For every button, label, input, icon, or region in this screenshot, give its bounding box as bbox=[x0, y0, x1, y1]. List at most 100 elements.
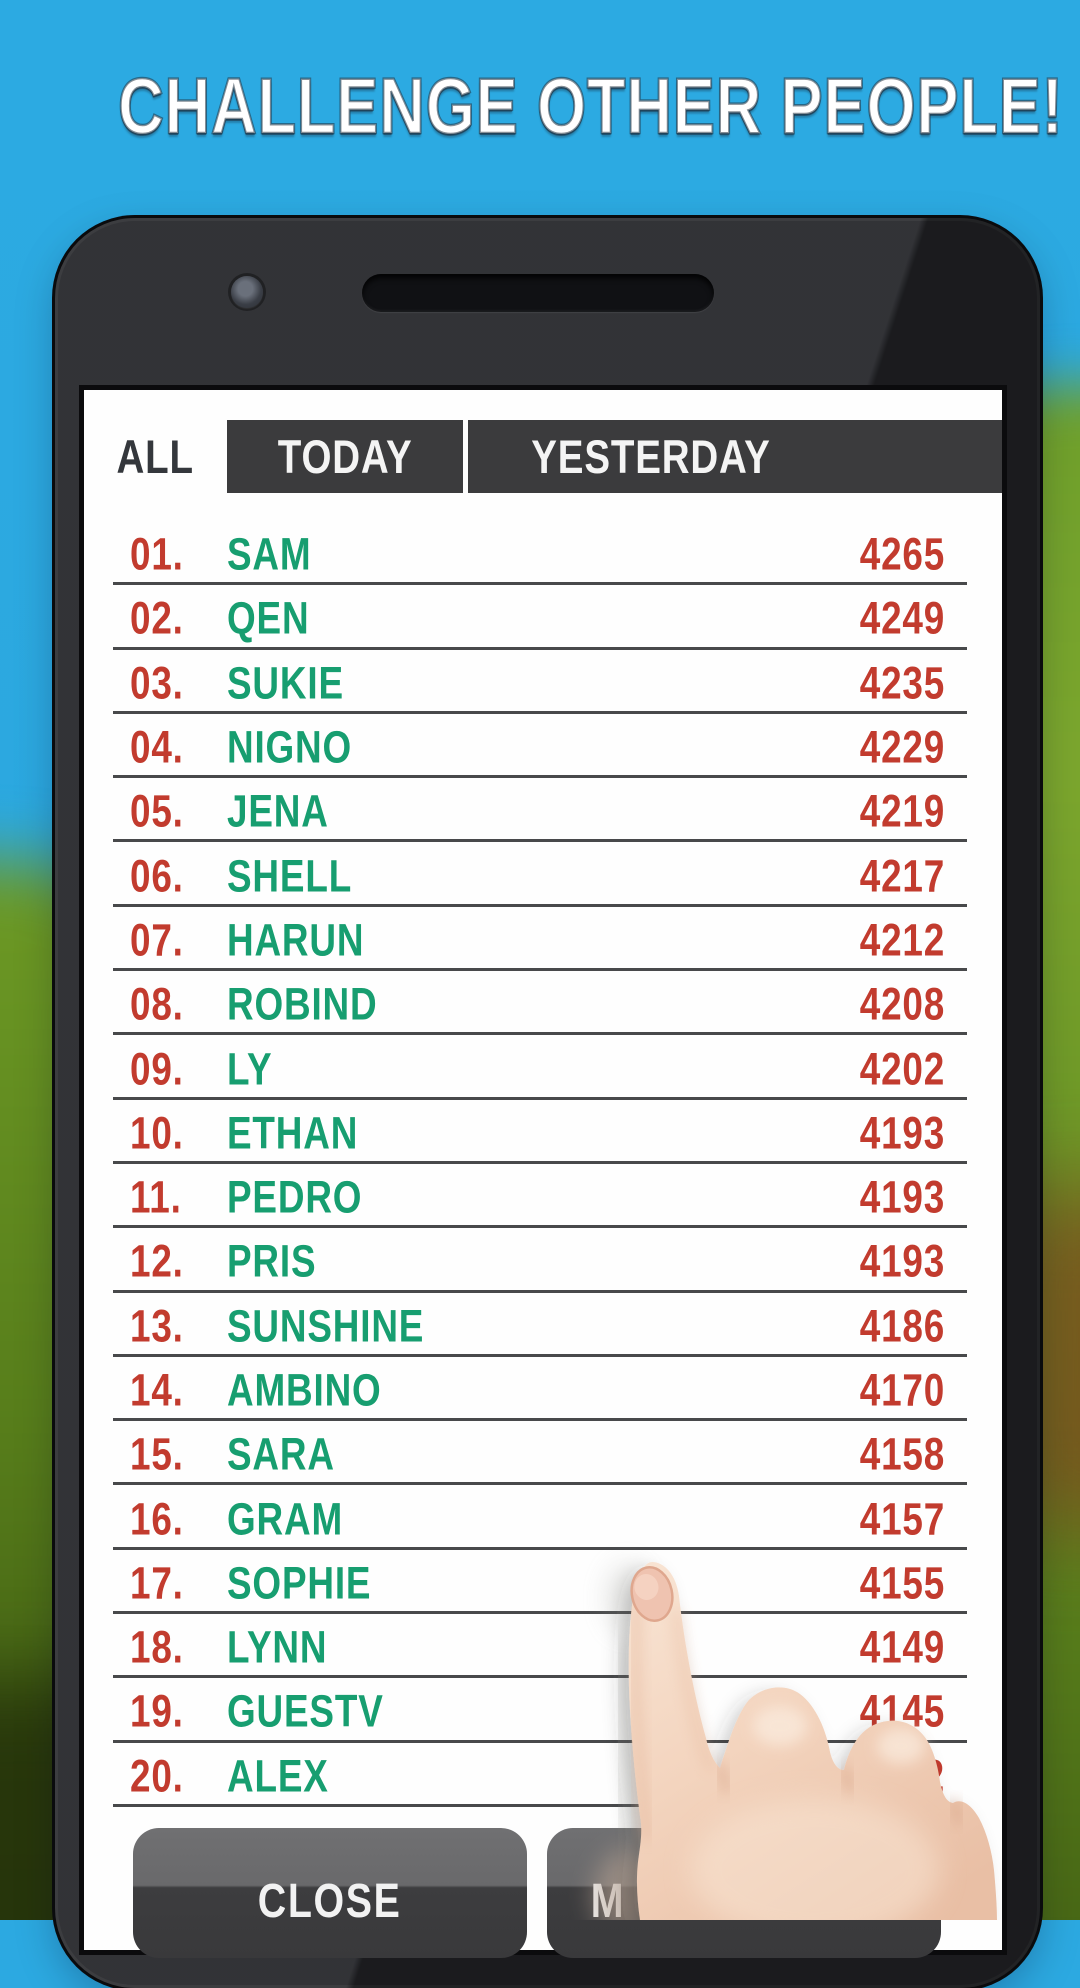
tab-yesterday[interactable]: YESTERDAY bbox=[468, 420, 834, 493]
rank-label: 10. bbox=[130, 1107, 184, 1159]
leaderboard-row[interactable]: 07. HARUN 4212 bbox=[84, 907, 1002, 972]
rank-label: 02. bbox=[130, 592, 184, 644]
player-score: 2 bbox=[923, 1750, 945, 1802]
player-name: HARUN bbox=[227, 914, 365, 966]
player-score: 4158 bbox=[859, 1428, 945, 1480]
row-divider bbox=[113, 1482, 967, 1486]
player-name: LY bbox=[227, 1043, 273, 1095]
row-divider bbox=[113, 968, 967, 972]
player-score: 4193 bbox=[859, 1171, 945, 1223]
player-score: 4202 bbox=[859, 1043, 945, 1095]
leaderboard-row[interactable]: 19. GUESTV 4145 bbox=[84, 1678, 1002, 1743]
front-camera-icon bbox=[231, 276, 263, 308]
player-name: SUKIE bbox=[227, 657, 344, 709]
leaderboard-row[interactable]: 12. PRIS 4193 bbox=[84, 1228, 1002, 1293]
player-score: 4219 bbox=[859, 785, 945, 837]
leaderboard-row[interactable]: 14. AMBINO 4170 bbox=[84, 1357, 1002, 1422]
leaderboard-row[interactable]: 18. LYNN 4149 bbox=[84, 1614, 1002, 1679]
player-score: 4229 bbox=[859, 721, 945, 773]
rank-label: 09. bbox=[130, 1043, 184, 1095]
row-divider bbox=[113, 1739, 967, 1743]
leaderboard-row[interactable]: 10. ETHAN 4193 bbox=[84, 1100, 1002, 1164]
player-name: SUNSHINE bbox=[227, 1300, 425, 1352]
player-score: 4186 bbox=[859, 1300, 945, 1352]
leaderboard-row[interactable]: 01. SAM 4265 bbox=[84, 521, 1002, 586]
leaderboard-row[interactable]: 02. QEN 4249 bbox=[84, 585, 1002, 650]
leaderboard-row[interactable]: 03. SUKIE 4235 bbox=[84, 650, 1002, 714]
page-title: CHALLENGE OTHER PEOPLE! bbox=[117, 60, 1064, 152]
rank-label: 13. bbox=[130, 1300, 184, 1352]
row-divider bbox=[113, 1096, 967, 1100]
rank-label: 03. bbox=[130, 657, 184, 709]
player-score: 4265 bbox=[859, 528, 945, 580]
player-score: 4193 bbox=[859, 1107, 945, 1159]
rank-label: 20. bbox=[130, 1750, 184, 1802]
rank-label: 01. bbox=[130, 528, 184, 580]
player-score: 4249 bbox=[859, 592, 945, 644]
row-divider bbox=[113, 839, 967, 843]
player-score: 4155 bbox=[859, 1557, 945, 1609]
leaderboard-row[interactable]: 15. SARA 4158 bbox=[84, 1421, 1002, 1486]
leaderboard-row[interactable]: 20. ALEX 2 bbox=[84, 1743, 1002, 1807]
row-divider bbox=[113, 1675, 967, 1679]
tab-all[interactable]: ALL bbox=[84, 420, 227, 493]
player-name: QEN bbox=[227, 592, 310, 644]
leaderboard-row[interactable]: 11. PEDRO 4193 bbox=[84, 1164, 1002, 1229]
leaderboard-row[interactable]: 17. SOPHIE 4155 bbox=[84, 1550, 1002, 1615]
row-divider bbox=[113, 1546, 967, 1550]
rank-label: 12. bbox=[130, 1235, 184, 1287]
row-divider bbox=[113, 1353, 967, 1357]
player-name: GUESTV bbox=[227, 1686, 384, 1738]
row-divider bbox=[113, 903, 967, 907]
leaderboard-row[interactable]: 04. NIGNO 4229 bbox=[84, 714, 1002, 779]
player-score: 4157 bbox=[859, 1493, 945, 1545]
player-score: 4193 bbox=[859, 1235, 945, 1287]
second-footer-button[interactable]: M bbox=[547, 1828, 941, 1958]
rank-label: 15. bbox=[130, 1428, 184, 1480]
rank-label: 04. bbox=[130, 721, 184, 773]
leaderboard-row[interactable]: 05. JENA 4219 bbox=[84, 778, 1002, 843]
player-score: 4149 bbox=[859, 1621, 945, 1673]
rank-label: 17. bbox=[130, 1557, 184, 1609]
row-divider bbox=[113, 1611, 967, 1615]
leaderboard-row[interactable]: 13. SUNSHINE 4186 bbox=[84, 1293, 1002, 1357]
player-name: JENA bbox=[227, 785, 329, 837]
row-divider bbox=[113, 1289, 967, 1293]
row-divider bbox=[113, 775, 967, 779]
player-name: ETHAN bbox=[227, 1107, 359, 1159]
rank-label: 08. bbox=[130, 978, 184, 1030]
player-score: 4208 bbox=[859, 978, 945, 1030]
leaderboard-tabbar: ALL TODAY YESTERDAY bbox=[84, 420, 1002, 493]
rank-label: 19. bbox=[130, 1686, 184, 1738]
leaderboard-row[interactable]: 06. SHELL 4217 bbox=[84, 842, 1002, 907]
tab-divider bbox=[463, 420, 468, 493]
player-score: 4217 bbox=[859, 850, 945, 902]
row-divider bbox=[113, 646, 967, 650]
phone-mockup: ALL TODAY YESTERDAY 01. SAM 4265 02. QEN… bbox=[55, 218, 1040, 1988]
player-score: 4235 bbox=[859, 657, 945, 709]
row-divider bbox=[113, 1418, 967, 1422]
rank-label: 07. bbox=[130, 914, 184, 966]
player-name: SOPHIE bbox=[227, 1557, 372, 1609]
rank-label: 05. bbox=[130, 785, 184, 837]
tabbar-filler bbox=[834, 420, 1002, 493]
leaderboard-list: 01. SAM 4265 02. QEN 4249 03. SUKIE 4235… bbox=[84, 521, 1002, 1807]
player-name: ROBIND bbox=[227, 978, 378, 1030]
player-score: 4170 bbox=[859, 1364, 945, 1416]
leaderboard-row[interactable]: 16. GRAM 4157 bbox=[84, 1485, 1002, 1550]
player-name: AMBINO bbox=[227, 1364, 382, 1416]
close-button[interactable]: CLOSE bbox=[133, 1828, 527, 1958]
row-divider bbox=[113, 1160, 967, 1164]
player-name: ALEX bbox=[227, 1750, 329, 1802]
leaderboard-row[interactable]: 09. LY 4202 bbox=[84, 1035, 1002, 1100]
leaderboard-row[interactable]: 08. ROBIND 4208 bbox=[84, 971, 1002, 1036]
player-name: PRIS bbox=[227, 1235, 317, 1287]
player-name: NIGNO bbox=[227, 721, 353, 773]
player-name: SAM bbox=[227, 528, 312, 580]
leaderboard-screen: ALL TODAY YESTERDAY 01. SAM 4265 02. QEN… bbox=[84, 390, 1002, 1958]
row-divider bbox=[113, 710, 967, 714]
rank-label: 18. bbox=[130, 1621, 184, 1673]
row-divider bbox=[113, 582, 967, 586]
tab-today[interactable]: TODAY bbox=[227, 420, 463, 493]
player-score: 4212 bbox=[859, 914, 945, 966]
